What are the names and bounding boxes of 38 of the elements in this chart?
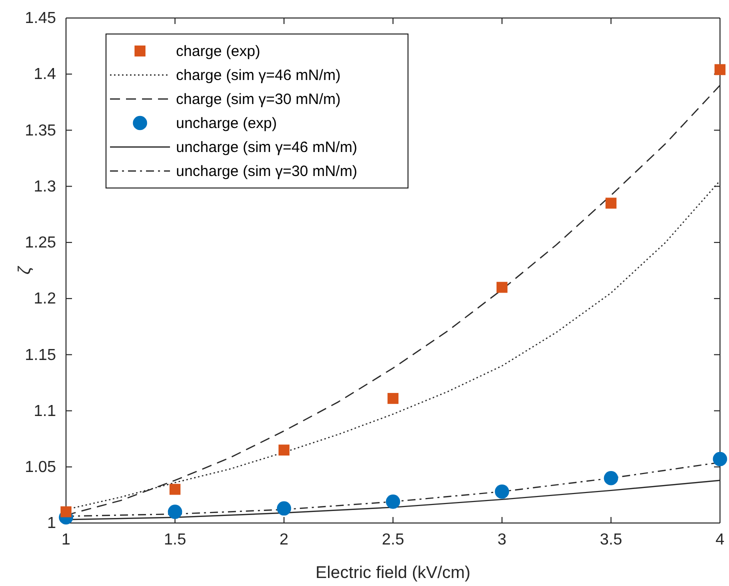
point <box>170 484 180 495</box>
point <box>386 494 400 509</box>
point <box>712 452 728 466</box>
legend-label: uncharge (exp) <box>176 115 277 132</box>
x-tick-label: 3 <box>498 531 507 548</box>
point <box>168 504 182 519</box>
y-tick-label: 1.1 <box>34 402 56 420</box>
point <box>494 484 510 499</box>
x-tick-label: 3.5 <box>600 531 622 548</box>
point <box>388 392 398 404</box>
legend-label: charge (sim γ=46 mN/m) <box>176 67 341 84</box>
point <box>496 282 508 293</box>
y-tick-label: 1 <box>47 515 56 532</box>
x-tick-label: 1.5 <box>164 531 186 548</box>
legend-label: charge (sim γ=30 mN/m) <box>176 91 341 108</box>
y-tick-label: 1.25 <box>24 234 56 252</box>
x-tick-label: 2.5 <box>382 531 404 548</box>
point <box>278 444 290 456</box>
y-tick-label: 1.35 <box>24 122 56 140</box>
x-tick-label: 2 <box>280 531 289 548</box>
y-tick-label: 1.2 <box>34 290 56 308</box>
point <box>714 64 726 76</box>
legend-label: uncharge (sim γ=46 mN/m) <box>176 139 358 156</box>
x-tick-label: 1 <box>62 531 71 548</box>
y-tick-label: 1.45 <box>24 10 56 28</box>
y-tick-label: 1.05 <box>24 459 56 476</box>
point <box>60 506 72 518</box>
legend-label: uncharge (sim γ=30 mN/m) <box>176 163 358 180</box>
y-tick-label: 1.3 <box>34 178 56 196</box>
x-tick-label: 4 <box>716 531 725 548</box>
y-tick-label: 1.4 <box>34 66 56 84</box>
point <box>606 198 616 209</box>
point <box>276 501 292 516</box>
x-axis-title: Electric field (kV/cm) <box>316 563 470 582</box>
y-axis-title: ζ <box>15 265 34 274</box>
legend-label: charge (exp) <box>176 43 260 60</box>
point <box>604 470 618 486</box>
y-tick-label: 1.15 <box>24 346 56 364</box>
